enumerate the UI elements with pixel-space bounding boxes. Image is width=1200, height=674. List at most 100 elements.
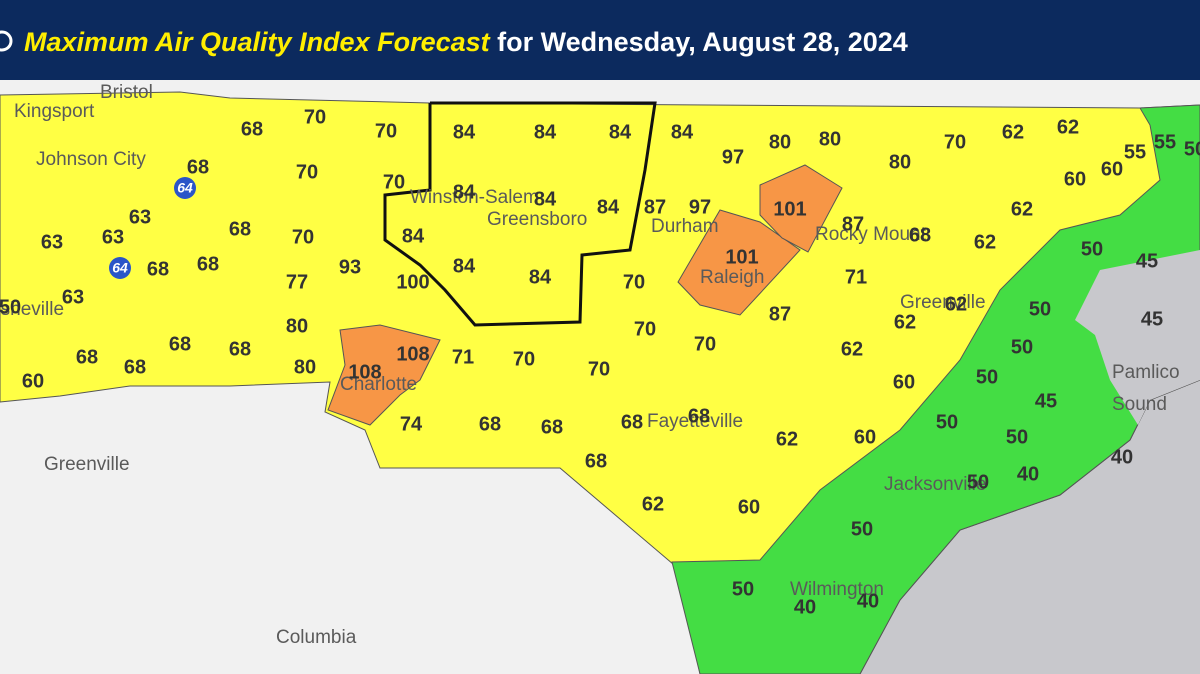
aqi-value: 68 — [688, 405, 710, 427]
aqi-value: 97 — [722, 146, 744, 168]
aqi-value: 84 — [453, 255, 476, 277]
aqi-value: 68 — [229, 338, 251, 360]
city-label: Bristol — [100, 82, 153, 103]
aqi-value: 68 — [187, 156, 209, 178]
aqi-value: 68 — [621, 411, 643, 433]
aqi-value: 63 — [102, 226, 124, 248]
city-label: Raleigh — [700, 267, 764, 288]
aqi-value: 84 — [609, 121, 632, 143]
aqi-value: 84 — [597, 196, 620, 218]
aqi-value: 60 — [854, 426, 876, 448]
city-label: Charlotte — [340, 374, 417, 395]
aqi-value: 80 — [819, 128, 841, 150]
aqi-value: 87 — [644, 196, 666, 218]
aqi-value: 50 — [851, 518, 873, 540]
aqi-value: 60 — [1064, 168, 1086, 190]
aqi-value: 84 — [402, 225, 425, 247]
aqi-value: 108 — [396, 343, 429, 365]
aqi-value: 50 — [1011, 336, 1033, 358]
aqi-value: 50 — [936, 411, 958, 433]
aqi-value: 50 — [1006, 426, 1028, 448]
aqi-value: 62 — [841, 338, 863, 360]
aqi-value: 100 — [396, 271, 429, 293]
route-shield — [174, 177, 196, 199]
aqi-value: 60 — [893, 371, 915, 393]
aqi-value: 80 — [889, 151, 911, 173]
city-label: Johnson City — [36, 149, 146, 170]
aqi-value: 68 — [147, 258, 169, 280]
aqi-value: 68 — [124, 356, 146, 378]
aqi-value: 68 — [909, 224, 931, 246]
aqi-value: 63 — [62, 286, 84, 308]
aqi-value: 71 — [845, 266, 867, 288]
aqi-value: 70 — [296, 161, 318, 183]
aqi-value: 62 — [1011, 198, 1033, 220]
city-label: Jacksonville — [884, 474, 986, 495]
aqi-value: 70 — [304, 106, 326, 128]
aqi-value: 68 — [76, 346, 98, 368]
city-label: Columbia — [276, 627, 357, 648]
aqi-value: 80 — [294, 356, 316, 378]
aqi-value: 101 — [725, 246, 758, 268]
city-label: Winston-Salem — [410, 187, 539, 208]
aqi-value: 68 — [585, 450, 607, 472]
city-label: Greenville — [900, 292, 986, 313]
aqi-value: 62 — [974, 231, 996, 253]
aqi-value: 63 — [129, 206, 151, 228]
city-label: Asheville — [0, 299, 64, 320]
city-label: Greensboro — [487, 209, 587, 230]
aqi-value: 60 — [738, 496, 760, 518]
city-label: Sound — [1112, 394, 1167, 415]
aqi-value: 70 — [694, 333, 716, 355]
aqi-value: 62 — [1057, 116, 1079, 138]
triad-outline — [383, 101, 657, 327]
aqi-value: 50 — [1029, 298, 1051, 320]
aqi-value: 62 — [945, 293, 967, 315]
aqi-value: 60 — [1101, 158, 1123, 180]
aqi-value: 80 — [286, 315, 308, 337]
aqi-value: 68 — [541, 416, 563, 438]
aqi-value: 84 — [453, 121, 476, 143]
aqi-value: 70 — [944, 131, 966, 153]
aqi-value: 62 — [1002, 121, 1024, 143]
aqi-value: 101 — [773, 198, 806, 220]
aqi-value: 68 — [197, 253, 219, 275]
aqi-value: 84 — [671, 121, 694, 143]
aqi-value: 50 — [732, 578, 754, 600]
aqi-value: 108 — [348, 361, 381, 383]
city-label: Durham — [651, 216, 719, 237]
aqi-value: 70 — [513, 348, 535, 370]
region-orange-northeast — [759, 164, 843, 253]
aqi-value: 62 — [894, 311, 916, 333]
aqi-value: 80 — [769, 131, 791, 153]
city-label: Wilmington — [790, 579, 884, 600]
route-label: 64 — [177, 180, 193, 196]
region-orange-raleigh — [677, 209, 801, 316]
aqi-value: 68 — [229, 218, 251, 240]
city-label: Kingsport — [14, 101, 95, 122]
aqi-value: 87 — [769, 303, 791, 325]
aqi-value: 70 — [634, 318, 656, 340]
aqi-value: 55 — [1154, 131, 1176, 153]
aqi-value: 40 — [857, 590, 879, 612]
aqi-value: 60 — [22, 370, 44, 392]
route-label: 64 — [112, 260, 128, 276]
header-icon — [0, 30, 13, 52]
header-title: Maximum Air Quality Index Forecast for W… — [24, 27, 908, 57]
aqi-value: 84 — [453, 181, 476, 203]
sound-water — [1075, 250, 1200, 425]
aqi-value: 62 — [776, 428, 798, 450]
aqi-value: 50 — [967, 471, 989, 493]
aqi-value: 40 — [1017, 463, 1039, 485]
aqi-value: 70 — [588, 358, 610, 380]
aqi-value: 40 — [1111, 446, 1133, 468]
aqi-value: 50 — [1184, 138, 1200, 160]
aqi-value: 50 — [1081, 238, 1103, 260]
aqi-value: 97 — [689, 196, 711, 218]
ocean — [860, 380, 1200, 674]
aqi-value: 68 — [479, 413, 501, 435]
aqi-value: 50 — [0, 296, 21, 318]
city-label: Rocky Mount — [815, 224, 927, 245]
